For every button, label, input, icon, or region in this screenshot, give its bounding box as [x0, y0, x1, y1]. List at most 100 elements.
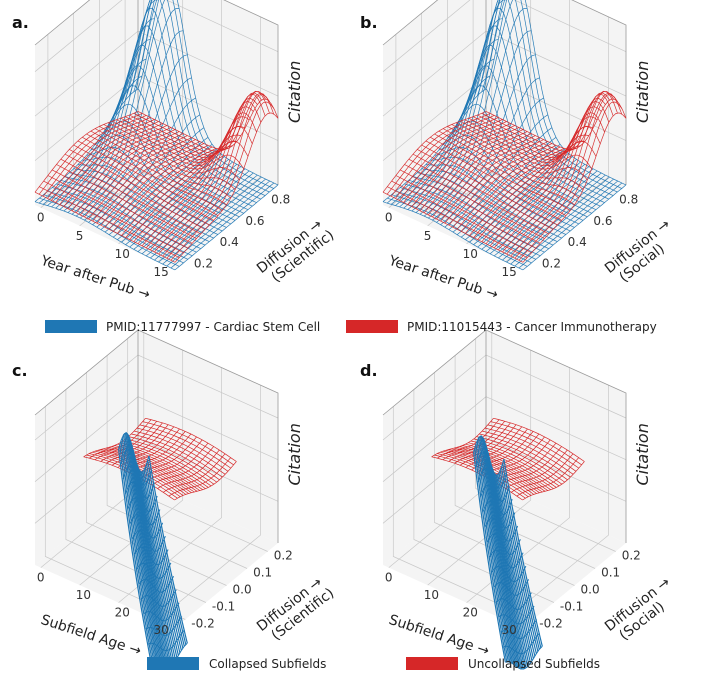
cancer-surface-wire: [117, 148, 221, 234]
collapsed-wire: [486, 533, 521, 555]
x-tick-label: 10: [76, 588, 91, 602]
uncollapsed-wire: [516, 457, 579, 497]
collapsed-wire: [120, 448, 153, 486]
cancer-surface-wire: [440, 139, 544, 222]
cancer-surface-wire: [100, 143, 205, 226]
back-pane: [486, 0, 626, 185]
y-tick-label: 0.1: [253, 566, 272, 580]
grid-line: [34, 0, 279, 72]
x-tick-label: 10: [463, 247, 478, 261]
panels: a. 0 5 10 15 0.2 0.4 0.6 0.8 Year after Pub → Diff…: [12, 0, 673, 670]
cancer-surface-wire: [67, 127, 172, 209]
y-tick-label: -0.1: [212, 600, 235, 614]
cancer-surface-wire: [112, 147, 217, 232]
collapsed-wire: [484, 517, 519, 542]
cancer-surface-wire: [469, 148, 573, 236]
legend-bottom: Collapsed Subfields Uncollapsed Subfield…: [147, 657, 600, 671]
grid-line: [392, 406, 534, 620]
cardiac-surface-wire: [96, 114, 200, 228]
grid-line: [434, 372, 575, 586]
cardiac-surface-wire: [399, 18, 503, 208]
cancer-surface-wire: [133, 141, 237, 242]
collapsed-wire: [479, 436, 514, 664]
z-axis-label: Citation: [633, 61, 652, 123]
cancer-surface-wire: [390, 115, 495, 197]
cancer-surface-wire: [38, 113, 143, 195]
collapsed-wire: [498, 473, 537, 654]
uncollapsed-wire: [83, 418, 146, 458]
y-tick-label: -0.1: [560, 600, 583, 614]
uncollapsed-wire: [442, 420, 506, 460]
y-tick-label: 0.1: [601, 566, 620, 580]
cardiac-surface-wire: [80, 30, 184, 219]
cancer-surface-wire: [104, 144, 209, 228]
y-tick-label: 0.4: [568, 235, 587, 249]
panel-2: b. 0 5 10 15 0.2 0.4 0.6 0.8 Year after Pub → Diff…: [360, 0, 673, 303]
y-tick-label: -0.2: [539, 617, 562, 631]
y-tick-label: 0.6: [245, 214, 264, 228]
collapsed-wire: [141, 472, 179, 656]
back-pane: [138, 0, 278, 185]
cancer-surface-wire: [80, 133, 184, 216]
y-tick-label: 0.8: [619, 193, 638, 207]
uncollapsed-wire: [431, 418, 494, 458]
collapsed-wire: [121, 437, 156, 660]
cancer-surface-wire: [34, 111, 139, 193]
collapsed-wire: [494, 474, 533, 662]
cancer-surface-wire: [92, 139, 196, 222]
collapsed-wire: [477, 437, 512, 663]
box-edge: [34, 329, 279, 543]
y-tick-label: 0.2: [194, 256, 213, 270]
grid-line: [86, 372, 227, 586]
collapsed-wire: [482, 500, 516, 529]
cancer-surface-wire: [395, 117, 499, 199]
cancer-surface-wire: [158, 92, 262, 255]
cancer-surface-wire: [88, 137, 192, 220]
grid-line: [79, 0, 184, 227]
collapsed-wire: [127, 497, 161, 526]
cancer-surface-wire: [96, 141, 200, 224]
collapsed-wire: [483, 440, 520, 669]
panel-1: a. 0 5 10 15 0.2 0.4 0.6 0.8 Year after Pub → Diff…: [12, 0, 337, 303]
grid-line: [505, 385, 609, 621]
cancer-surface-wire: [42, 115, 147, 197]
cardiac-surface-wire: [174, 184, 279, 271]
y-tick-label: 0.2: [542, 256, 561, 270]
cancer-surface-wire: [514, 94, 619, 259]
collapsed-wire: [500, 619, 538, 640]
cancer-surface-wire: [63, 125, 167, 207]
cancer-surface-wire: [460, 147, 565, 232]
cardiac-surface-wire: [436, 77, 540, 223]
collapsed-wire: [142, 471, 181, 654]
cancer-surface-wire: [71, 129, 176, 212]
collapsed-wire: [136, 562, 172, 580]
collapsed-wire: [493, 579, 530, 596]
uncollapsed-wire: [134, 436, 197, 476]
uncollapsed-wire: [459, 426, 523, 466]
collapsed-wire: [122, 434, 157, 660]
collapsed-wire: [119, 444, 153, 659]
collapsed-wire: [497, 474, 536, 657]
collapsed-wire: [475, 443, 509, 662]
uncollapsed-wire: [163, 453, 226, 493]
box-edge: [34, 0, 279, 185]
cancer-surface-wire: [481, 141, 585, 242]
cancer-surface-wire: [465, 148, 569, 234]
collapsed-wire: [476, 440, 511, 663]
cancer-surface-wire: [403, 121, 507, 203]
collapsed-wire: [148, 455, 188, 644]
uncollapsed-wire: [151, 446, 214, 486]
uncollapsed-wire: [157, 449, 220, 489]
x-tick-label: 30: [154, 623, 169, 637]
x-tick-label: 0: [37, 211, 45, 225]
cancer-surface-wire: [498, 106, 602, 251]
cardiac-surface-wire: [415, 0, 506, 213]
collapsed-wire: [474, 447, 508, 662]
uncollapsed-wire: [174, 461, 237, 501]
y-tick-label: 0.2: [274, 549, 293, 563]
collapsed-wire: [120, 440, 154, 659]
cardiac-surface-wire: [452, 137, 557, 233]
collapsed-wire: [131, 530, 166, 552]
